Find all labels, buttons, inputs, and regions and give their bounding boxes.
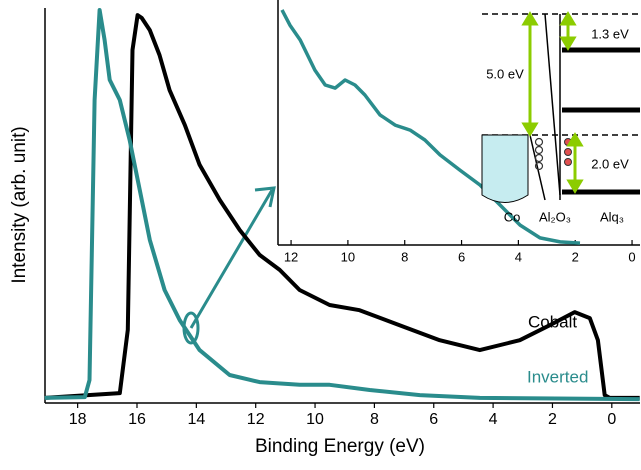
line-series	[44, 8, 640, 402]
barrier	[529, 134, 546, 201]
annotation: 5.0 eV	[486, 66, 524, 81]
arrow-head	[254, 186, 276, 208]
line-series	[280, 9, 581, 245]
charges	[534, 137, 544, 171]
x-tick-label: 6	[429, 411, 438, 428]
annotation: Al₂O₃	[539, 209, 571, 224]
x-tick-label: 16	[128, 411, 146, 428]
x-tick-label: 10	[341, 249, 355, 264]
x-tick-label: 18	[69, 411, 87, 428]
y-axis-title: Intensity (arb. unit)	[9, 126, 30, 283]
x-tick-label: 4	[489, 411, 498, 428]
x-tick-label: 14	[187, 411, 205, 428]
energy-arrows	[521, 11, 584, 194]
x-tick-label: 8	[401, 249, 408, 264]
inset-background	[278, 0, 640, 245]
x-tick-label: 6	[458, 249, 465, 264]
x-tick-label: 10	[306, 411, 324, 428]
x-tick-label: 0	[607, 411, 616, 428]
co-block	[481, 134, 529, 203]
line-series	[44, 13, 640, 400]
x-tick-label: 0	[628, 249, 635, 264]
energy-diagram: 5.0 eV 1.3 eV 2.0 eV Co Al₂O₃ Alq₃	[481, 11, 640, 224]
barrier	[544, 13, 561, 196]
arrow-line	[189, 189, 274, 329]
x-tick-label: 2	[572, 249, 579, 264]
series-label: Inverted	[527, 367, 588, 386]
x-tick-label: 2	[548, 411, 557, 428]
x-tick-label: 8	[370, 411, 379, 428]
annotation: Alq₃	[600, 209, 624, 224]
x-tick-label: 12	[284, 249, 298, 264]
x-tick-label: 4	[515, 249, 522, 264]
series-label: Cobalt	[528, 312, 577, 331]
x-tick-label: 12	[247, 411, 265, 428]
annotation: 2.0 eV	[591, 156, 629, 171]
annotation: Co	[504, 209, 521, 224]
annotation: 1.3 eV	[591, 26, 629, 41]
x-axis-title: Binding Energy (eV)	[255, 436, 425, 457]
